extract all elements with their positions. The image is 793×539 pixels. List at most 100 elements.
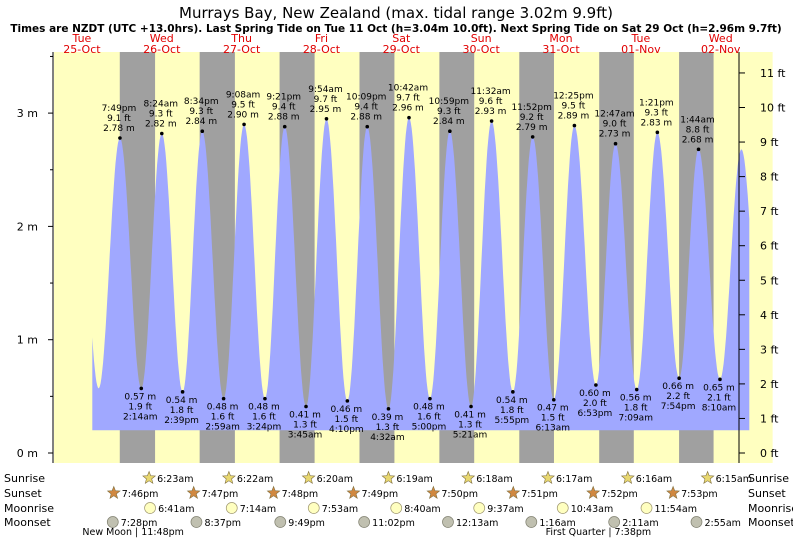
moonrise-icon	[556, 502, 569, 514]
high-tide-time: 10:42am	[388, 84, 428, 94]
low-tide-time: 5:21am	[453, 431, 488, 441]
low-tide-metres: 0.66 m	[662, 382, 694, 392]
moonrise-time: 8:40am	[404, 504, 440, 515]
moonset-time: 9:49pm	[288, 518, 325, 529]
low-tide-metres: 0.46 m	[331, 405, 363, 415]
right-tick-label: 6 ft	[760, 240, 779, 253]
low-tide-point	[139, 386, 144, 391]
low-tide-point	[221, 396, 226, 401]
row-label-left: Sunrise	[4, 472, 45, 485]
low-tide-metres: 0.57 m	[124, 392, 156, 402]
high-tide-time: 1:44am	[680, 115, 715, 125]
sunset-icon	[106, 485, 121, 499]
high-tide-point	[242, 122, 246, 127]
high-tide-metres: 2.90 m	[227, 110, 259, 120]
low-tide-feet: 1.8 ft	[500, 406, 524, 416]
moonset-icon	[358, 516, 371, 528]
moonrise-time: 10:43am	[571, 504, 613, 515]
sunset-icon	[346, 485, 361, 499]
sunset-time: 7:49pm	[361, 489, 398, 500]
low-tide-metres: 0.47 m	[537, 404, 569, 414]
high-tide-time: 10:59pm	[429, 97, 469, 107]
moonrise-icon	[307, 502, 320, 514]
moonrise-time: 7:14am	[240, 504, 276, 515]
high-tide-time: 8:24am	[144, 99, 179, 109]
low-tide-feet: 1.6 ft	[252, 413, 276, 423]
moonrise-icon	[390, 502, 403, 514]
low-tide-feet: 1.6 ft	[211, 413, 235, 423]
row-label-right: Moonset	[748, 516, 793, 529]
low-tide-feet: 1.8 ft	[624, 404, 648, 414]
high-tide-point	[530, 135, 535, 139]
moonrise-icon	[640, 502, 653, 514]
chart-title: Murrays Bay, New Zealand (max. tidal ran…	[179, 4, 613, 22]
high-tide-metres: 2.68 m	[682, 135, 714, 145]
right-tick-label: 9 ft	[760, 136, 779, 149]
moon-phase-label: First Quarter | 7:38pm	[546, 527, 652, 538]
low-tide-feet: 1.6 ft	[417, 413, 441, 423]
moonrise-time: 6:41am	[158, 504, 194, 515]
high-tide-metres: 2.78 m	[103, 124, 135, 134]
low-tide-point	[180, 390, 185, 394]
row-label-left: Moonset	[4, 516, 51, 529]
high-tide-point	[118, 136, 122, 140]
sunrise-time: 6:23am	[157, 474, 193, 485]
high-tide-point	[159, 131, 164, 136]
high-tide-time: 12:25pm	[553, 92, 593, 102]
high-tide-feet: 9.5 ft	[231, 100, 255, 110]
sunset-time: 7:52pm	[601, 489, 638, 500]
right-tick-label: 11 ft	[760, 67, 786, 80]
low-tide-time: 5:55pm	[495, 416, 530, 426]
moonrise-time: 9:37am	[487, 504, 523, 515]
right-tick-label: 10 ft	[760, 102, 786, 115]
sunset-icon	[506, 485, 521, 499]
sunrise-icon	[142, 470, 157, 484]
sunset-time: 7:51pm	[521, 489, 558, 500]
low-tide-metres: 0.54 m	[166, 396, 198, 406]
day-of-week-label: Wed	[150, 32, 174, 45]
high-tide-point	[448, 129, 452, 134]
high-tide-time: 9:21pm	[266, 93, 301, 103]
date-label: 30-Oct	[463, 43, 501, 56]
high-tide-feet: 9.7 ft	[396, 94, 420, 104]
high-tide-metres: 2.89 m	[558, 112, 590, 122]
low-tide-feet: 1.9 ft	[128, 402, 152, 412]
high-tide-time: 11:52pm	[511, 103, 551, 113]
low-tide-metres: 0.48 m	[413, 403, 445, 413]
day-of-week-label: Sat	[392, 32, 411, 45]
moonset-icon	[442, 516, 454, 528]
low-tide-metres: 0.54 m	[496, 396, 528, 406]
low-tide-point	[304, 404, 308, 409]
sunrise-icon	[301, 470, 316, 484]
right-tick-label: 1 ft	[760, 412, 779, 425]
sunset-icon	[426, 485, 441, 499]
sunrise-icon	[541, 470, 555, 484]
low-tide-time: 4:10pm	[329, 425, 364, 435]
low-tide-time: 6:53pm	[578, 409, 613, 419]
left-tick-label: 2 m	[17, 220, 38, 233]
high-tide-point	[489, 119, 494, 123]
low-tide-metres: 0.48 m	[248, 403, 280, 413]
moonset-time: 7:28pm	[121, 518, 158, 529]
low-tide-metres: 0.41 m	[289, 411, 321, 421]
low-tide-feet: 1.3 ft	[458, 421, 482, 431]
moonset-time: 12:13am	[456, 518, 498, 529]
high-tide-feet: 8.8 ft	[686, 125, 710, 135]
low-tide-time: 2:39pm	[164, 416, 199, 426]
sunset-time: 7:48pm	[282, 489, 319, 500]
right-tick-label: 2 ft	[760, 378, 779, 391]
high-tide-metres: 2.84 m	[185, 117, 217, 127]
astro-rows: Sunrise Sunrise Sunset Sunset Moonrise Moonri…	[4, 470, 793, 538]
sunrise-time: 6:18am	[476, 474, 512, 485]
moonset-icon	[608, 516, 621, 528]
right-tick-label: 7 ft	[760, 205, 779, 218]
low-tide-time: 5:00pm	[412, 423, 447, 433]
day-of-week-label: Fri	[315, 32, 328, 45]
day-of-week-label: Tue	[630, 32, 650, 45]
high-tide-point	[407, 115, 411, 120]
low-tide-metres: 0.48 m	[207, 403, 239, 413]
high-tide-point	[655, 130, 660, 135]
date-label: 28-Oct	[303, 43, 341, 56]
high-tide-metres: 2.79 m	[516, 123, 548, 133]
